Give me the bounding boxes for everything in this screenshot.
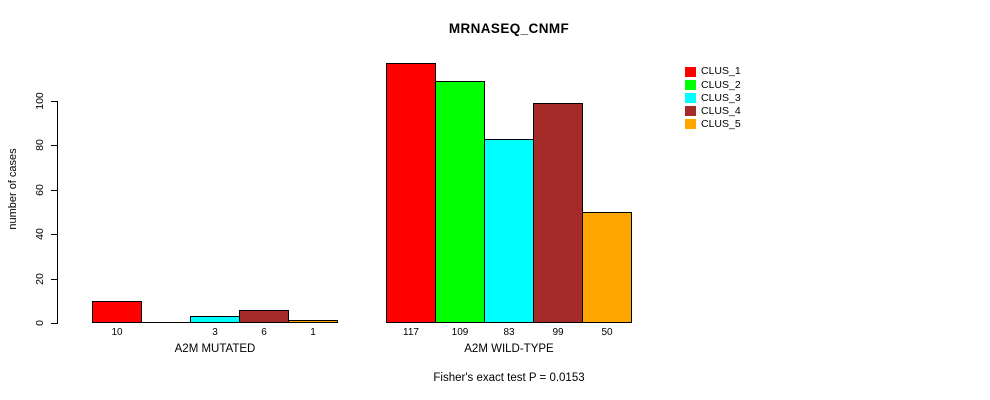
group-label: A2M MUTATED bbox=[174, 343, 256, 355]
legend-swatch bbox=[685, 119, 696, 130]
legend-label: CLUS_5 bbox=[701, 118, 741, 131]
legend-label: CLUS_4 bbox=[701, 104, 741, 117]
bar-value-label: 50 bbox=[601, 327, 613, 338]
legend-label: CLUS_2 bbox=[701, 78, 741, 91]
y-axis-line bbox=[57, 101, 58, 324]
legend-label: CLUS_3 bbox=[701, 91, 741, 104]
legend-swatch bbox=[685, 66, 696, 77]
bar-value-label: 1 bbox=[310, 327, 316, 338]
legend-label: CLUS_1 bbox=[701, 65, 741, 78]
bar bbox=[288, 320, 338, 323]
legend-swatch bbox=[685, 92, 696, 103]
bar-value-label: 117 bbox=[403, 327, 419, 338]
bar-value-label: 109 bbox=[451, 327, 469, 338]
bar bbox=[386, 63, 436, 323]
y-tick bbox=[51, 234, 57, 235]
bar bbox=[190, 316, 240, 323]
bar-value-label: 83 bbox=[503, 327, 515, 338]
chart-title: MRNASEQ_CNMF bbox=[448, 21, 570, 36]
bar-value-label: 99 bbox=[552, 327, 564, 338]
y-tick bbox=[51, 101, 57, 102]
y-tick bbox=[51, 190, 57, 191]
bar-value-label: 3 bbox=[212, 327, 218, 338]
bar bbox=[239, 310, 289, 323]
legend: CLUS_1 CLUS_2 CLUS_3 CLUS_4 CLUS_5 bbox=[685, 65, 741, 131]
bar-value-label: 6 bbox=[261, 327, 267, 338]
y-tick bbox=[51, 145, 57, 146]
legend-item: CLUS_1 bbox=[685, 65, 741, 78]
legend-swatch bbox=[685, 106, 696, 117]
legend-item: CLUS_5 bbox=[685, 118, 741, 131]
bar bbox=[533, 103, 583, 323]
legend-item: CLUS_3 bbox=[685, 91, 741, 104]
y-tick bbox=[51, 279, 57, 280]
bar bbox=[582, 212, 632, 323]
bar-zero-line bbox=[141, 322, 191, 323]
fisher-test-annotation: Fisher's exact test P = 0.0153 bbox=[433, 372, 585, 384]
y-tick bbox=[51, 323, 57, 324]
bar bbox=[435, 81, 485, 323]
bar bbox=[484, 139, 534, 323]
bar bbox=[92, 301, 142, 323]
bar-value-label: 10 bbox=[111, 327, 123, 338]
group-label: A2M WILD-TYPE bbox=[464, 343, 554, 355]
legend-item: CLUS_2 bbox=[685, 78, 741, 91]
legend-swatch bbox=[685, 79, 696, 90]
legend-item: CLUS_4 bbox=[685, 105, 741, 118]
